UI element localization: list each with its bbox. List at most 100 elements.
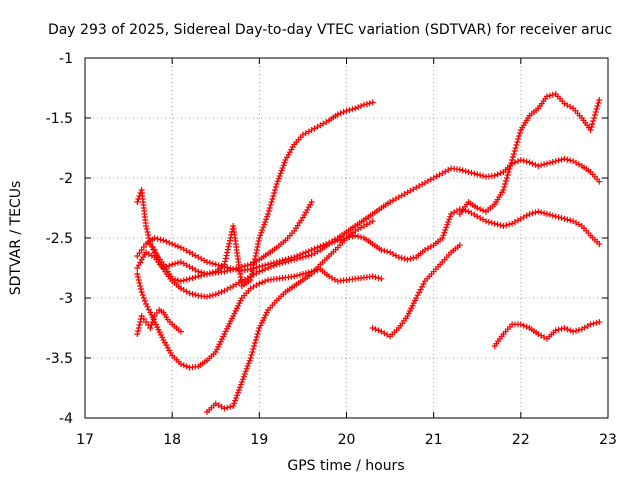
data-point bbox=[151, 247, 158, 253]
data-point bbox=[255, 238, 262, 244]
data-point bbox=[541, 161, 548, 168]
data-point bbox=[204, 259, 211, 265]
data-point bbox=[442, 227, 449, 233]
data-point bbox=[363, 101, 370, 107]
data-point bbox=[590, 320, 597, 327]
data-point bbox=[511, 148, 518, 154]
data-point bbox=[471, 170, 478, 177]
data-point bbox=[384, 248, 391, 255]
data-point bbox=[278, 167, 285, 174]
data-point bbox=[407, 255, 414, 262]
data-point bbox=[503, 222, 510, 229]
data-point bbox=[149, 319, 156, 325]
y-tick-label: -3 bbox=[59, 291, 73, 307]
data-point bbox=[555, 214, 562, 221]
data-point bbox=[143, 223, 150, 229]
data-point bbox=[221, 268, 228, 275]
data-point bbox=[265, 208, 272, 214]
data-point bbox=[145, 232, 152, 238]
data-point bbox=[507, 163, 514, 169]
data-point bbox=[491, 220, 498, 227]
data-point bbox=[186, 290, 193, 297]
data-point bbox=[270, 262, 277, 269]
data-point bbox=[505, 169, 512, 175]
data-point bbox=[549, 212, 556, 219]
data-point bbox=[183, 363, 190, 370]
data-point bbox=[276, 173, 283, 179]
data-point bbox=[264, 213, 271, 220]
x-tick-label: 22 bbox=[512, 432, 530, 448]
data-point bbox=[241, 371, 248, 377]
x-tick-label: 20 bbox=[338, 432, 356, 448]
data-point bbox=[404, 256, 411, 263]
data-point bbox=[146, 238, 153, 244]
data-point bbox=[254, 331, 261, 337]
data-point bbox=[172, 242, 179, 249]
x-tick-label: 23 bbox=[599, 432, 617, 448]
data-point bbox=[462, 168, 469, 175]
data-point bbox=[538, 209, 545, 216]
data-point bbox=[514, 139, 521, 145]
data-point bbox=[212, 291, 219, 298]
data-point bbox=[500, 223, 507, 229]
data-point bbox=[230, 403, 237, 409]
data-point bbox=[215, 290, 222, 297]
data-point bbox=[135, 325, 142, 331]
data-point bbox=[564, 156, 571, 163]
data-point bbox=[272, 187, 279, 193]
data-point bbox=[281, 159, 288, 166]
data-point bbox=[288, 257, 295, 264]
data-point bbox=[561, 325, 568, 331]
data-point bbox=[244, 262, 251, 269]
data-point bbox=[269, 196, 276, 202]
data-point bbox=[252, 337, 259, 343]
data-point bbox=[166, 239, 173, 246]
data-point bbox=[255, 328, 262, 334]
data-point bbox=[535, 208, 542, 215]
data-point bbox=[477, 206, 484, 213]
data-point bbox=[504, 172, 511, 178]
data-point bbox=[266, 205, 273, 211]
data-point bbox=[212, 261, 219, 268]
data-point bbox=[508, 160, 515, 166]
data-point bbox=[439, 235, 446, 241]
data-point bbox=[299, 254, 306, 261]
data-point bbox=[446, 216, 453, 223]
data-point bbox=[410, 255, 417, 261]
data-point bbox=[294, 272, 301, 279]
data-point bbox=[561, 215, 568, 222]
data-point bbox=[258, 229, 265, 236]
data-point bbox=[546, 92, 553, 99]
data-point bbox=[516, 130, 523, 136]
data-point bbox=[297, 255, 304, 261]
data-point bbox=[251, 343, 258, 349]
data-point bbox=[251, 256, 258, 262]
data-point bbox=[238, 379, 245, 385]
x-tick-label: 17 bbox=[76, 432, 94, 448]
data-point bbox=[503, 178, 510, 184]
data-point bbox=[564, 326, 571, 333]
data-point bbox=[375, 327, 382, 334]
data-point bbox=[523, 158, 530, 165]
data-point bbox=[141, 298, 148, 304]
data-point bbox=[555, 326, 562, 333]
data-point bbox=[157, 236, 164, 243]
data-point bbox=[564, 216, 571, 223]
data-point bbox=[239, 376, 246, 383]
data-point bbox=[573, 327, 580, 334]
data-point bbox=[249, 268, 256, 274]
data-point bbox=[588, 124, 595, 130]
data-point bbox=[140, 295, 147, 301]
data-point bbox=[233, 395, 240, 401]
data-point bbox=[274, 178, 281, 185]
data-point bbox=[352, 105, 359, 112]
data-point bbox=[154, 235, 161, 242]
data-point bbox=[459, 167, 466, 174]
data-point bbox=[546, 211, 553, 218]
series-arc-5 bbox=[134, 307, 184, 337]
data-point bbox=[337, 110, 344, 117]
data-point bbox=[567, 327, 574, 334]
data-point bbox=[134, 271, 141, 277]
